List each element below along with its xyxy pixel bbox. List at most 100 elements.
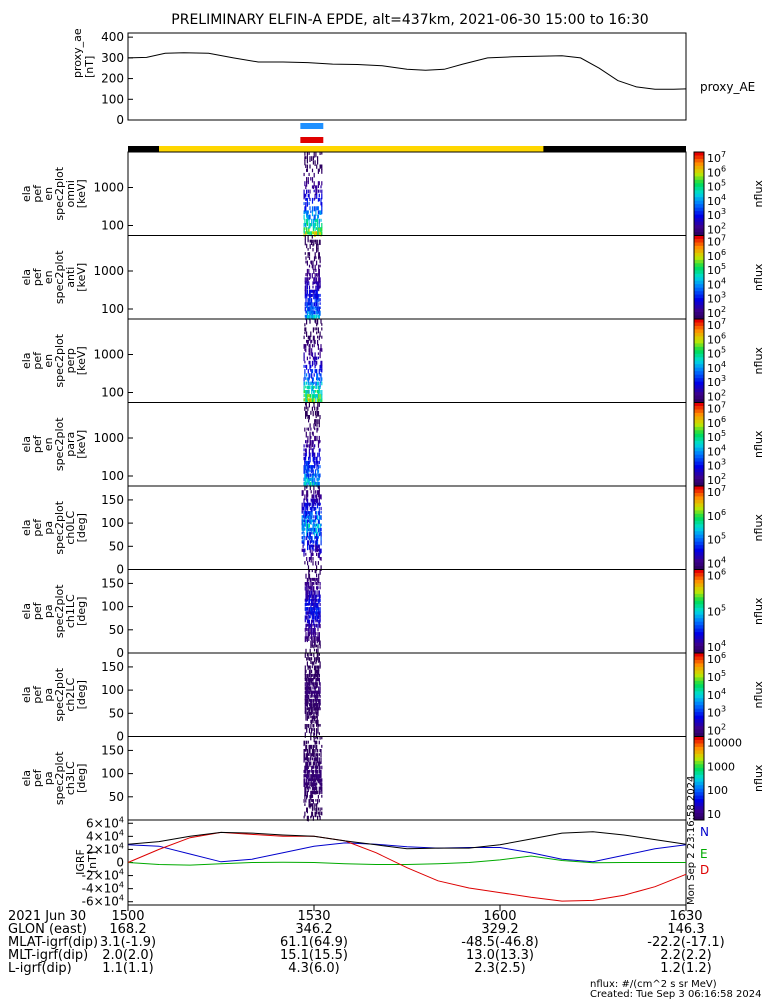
flux-cell <box>320 778 322 783</box>
flux-cell <box>305 223 307 228</box>
flux-cell <box>306 214 308 218</box>
flux-cell <box>319 231 321 235</box>
flux-cell <box>307 540 310 546</box>
flux-cell <box>309 473 311 477</box>
colorbar-cell <box>694 781 704 786</box>
panel-ylabel-line: anti <box>64 267 77 288</box>
panel-ylabel-line: spec2plot <box>53 333 66 387</box>
flux-cell <box>310 410 312 415</box>
panel-frame <box>127 652 687 737</box>
flux-cell <box>311 749 314 754</box>
flux-cell <box>304 456 306 462</box>
flux-cell <box>304 678 306 681</box>
spectrogram-panels: 1001000elapefenspec2plotomni[keV]1001000… <box>20 151 687 822</box>
flux-cell <box>310 536 312 542</box>
flux-cell <box>305 573 307 579</box>
igrf-ylabel-units: [nT] <box>86 851 99 873</box>
flux-cell <box>310 724 312 730</box>
flux-cell <box>312 223 314 228</box>
colorbar-cell <box>694 176 704 181</box>
flux-cell <box>303 385 305 392</box>
flux-cell <box>311 653 313 657</box>
footer-value: 1.1(1.1) <box>102 961 154 976</box>
flux-cell <box>303 782 305 787</box>
panel-ylabel-line: spec2plot <box>53 250 66 304</box>
flux-cell <box>308 218 310 224</box>
flux-cell <box>318 657 320 663</box>
flux-cell <box>321 210 323 215</box>
flux-cell <box>313 661 315 665</box>
flux-cell <box>311 377 314 384</box>
colorbar-tick-label: 106 <box>707 415 726 430</box>
colorbar-label: nflux <box>752 347 765 375</box>
flux-cell <box>317 611 319 615</box>
flux-cell <box>315 239 317 245</box>
panel-ytick-label: 100 <box>101 600 124 614</box>
flux-cell <box>311 481 313 486</box>
flux-cell <box>316 369 318 374</box>
flux-cell <box>311 465 313 470</box>
flux-cell <box>316 502 319 509</box>
colorbar-cell <box>694 214 704 219</box>
panel-ylabel-line: perp <box>64 348 77 373</box>
flux-cell <box>315 769 317 776</box>
flux-cell <box>309 469 311 473</box>
flux-cell <box>310 795 312 800</box>
flux-cell <box>313 703 315 707</box>
flux-cell <box>315 690 317 695</box>
colorbar-cell <box>694 287 704 292</box>
flux-cell <box>315 381 317 386</box>
flux-cell <box>310 711 312 715</box>
flux-cell <box>305 281 307 287</box>
flux-cell <box>307 540 309 546</box>
flux-cell <box>307 477 309 484</box>
flux-cell <box>316 565 318 571</box>
panel-ytick-label: 100 <box>101 302 124 316</box>
flux-cell <box>313 711 315 717</box>
flux-cell <box>307 523 309 529</box>
panel-ylabel-line: spec2plot <box>53 500 66 554</box>
flux-cell <box>317 486 319 489</box>
flux-cell <box>303 231 305 237</box>
flux-cell <box>313 703 316 708</box>
flux-cell <box>318 277 320 283</box>
flux-cell <box>315 790 317 794</box>
flux-cell <box>318 306 320 310</box>
igrf-legend-E: E <box>700 847 708 861</box>
flux-cell <box>305 210 307 214</box>
flux-cell <box>307 527 309 533</box>
flux-cell <box>318 273 320 278</box>
igrf-legend-N: N <box>700 825 709 839</box>
flux-cell <box>313 673 315 680</box>
flux-cell <box>307 711 309 716</box>
flux-cell <box>307 490 309 496</box>
colorbar-cell <box>694 813 704 817</box>
flux-cell <box>311 678 313 684</box>
flux-cell <box>310 440 312 446</box>
flux-cell <box>314 523 316 527</box>
flux-cell <box>318 740 320 745</box>
flux-cell <box>319 611 321 617</box>
flux-cell <box>309 360 311 366</box>
flux-cell <box>314 811 316 818</box>
flux-cell <box>319 640 321 647</box>
colorbar-cell <box>694 499 704 504</box>
flux-cell <box>305 452 307 459</box>
flux-cell <box>305 444 307 448</box>
flux-cell <box>318 335 320 341</box>
flux-cell <box>317 197 319 202</box>
flux-cell <box>309 302 311 308</box>
flux-cell <box>319 749 321 752</box>
flux-cell <box>306 690 308 697</box>
colorbar-cell <box>694 625 704 630</box>
panel-ylabel-line: [keV] <box>75 263 88 292</box>
flux-cell <box>312 465 314 468</box>
flux-cell <box>306 698 308 704</box>
colorbar-cell <box>694 412 704 417</box>
colorbar-cell <box>694 642 704 647</box>
flux-cell <box>304 344 306 348</box>
colorbar-cell <box>694 538 704 543</box>
flux-cell <box>318 769 320 774</box>
flux-cell <box>314 740 316 745</box>
